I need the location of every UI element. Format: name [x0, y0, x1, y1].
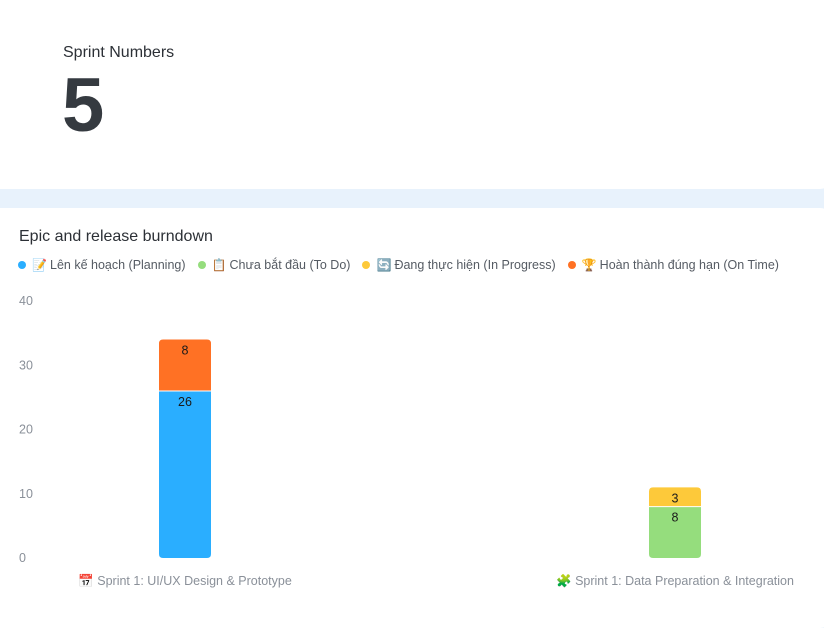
legend-label: Lên kế hoạch (Planning) [50, 258, 186, 272]
kpi-value: 5 [62, 63, 105, 148]
legend-dot [567, 261, 576, 269]
data-label: 26 [178, 395, 192, 409]
y-tick-label: 40 [19, 294, 33, 308]
legend-label: Hoàn thành đúng hạn (On Time) [599, 258, 779, 272]
chart-title: Epic and release burndown [19, 228, 213, 245]
data-label: 8 [182, 344, 189, 358]
y-tick-label: 0 [19, 551, 26, 565]
trophy-icon: 🏆 [581, 258, 597, 272]
data-label: 8 [672, 511, 679, 525]
clipboard-icon: 📋 [211, 258, 227, 272]
bar-segment [649, 487, 701, 507]
bar-segment [159, 390, 211, 558]
bar-segment [159, 339, 211, 391]
legend-item-in-progress[interactable]: 🔄 Đang thực hiện (In Progress) [362, 258, 556, 272]
legend-label: Chưa bắt đầu (To Do) [229, 258, 351, 272]
legend-item-on-time[interactable]: 🏆 Hoàn thành đúng hạn (On Time) [567, 258, 779, 272]
bar-segment [649, 506, 701, 558]
legend-dot [362, 261, 371, 269]
x-category-label: 📅 Sprint 1: UI/UX Design & Prototype [78, 573, 292, 588]
legend-label: Đang thực hiện (In Progress) [394, 258, 556, 272]
sprint-numbers-card [0, 0, 824, 189]
burndown-chart: 0 10 20 30 40 26 8 📅 Sprint 1: UI/UX Design & P… [19, 294, 794, 588]
legend-dot [197, 261, 206, 269]
legend-item-todo[interactable]: 📋 Chưa bắt đầu (To Do) [197, 258, 351, 272]
legend-dot [18, 261, 26, 269]
puzzle-icon: 🧩 [556, 573, 575, 588]
y-tick-label: 20 [19, 423, 33, 437]
y-tick-label: 30 [19, 358, 33, 372]
memo-icon: 📝 [32, 258, 47, 272]
data-label: 3 [672, 491, 679, 505]
refresh-icon: 🔄 [376, 258, 392, 272]
kpi-label: Sprint Numbers [63, 44, 175, 61]
x-category-text: Sprint 1: UI/UX Design & Prototype [97, 574, 292, 588]
y-tick-label: 10 [19, 487, 33, 501]
x-category-label: 🧩 Sprint 1: Data Preparation & Integrati… [556, 573, 794, 588]
legend-item-planning[interactable]: 📝 Lên kế hoạch (Planning) [18, 258, 186, 272]
x-category-text: Sprint 1: Data Preparation & Integration [575, 574, 794, 588]
chart-legend: 📝 Lên kế hoạch (Planning) 📋 Chưa bắt đầu… [18, 258, 791, 272]
calendar-icon: 📅 [78, 573, 97, 588]
